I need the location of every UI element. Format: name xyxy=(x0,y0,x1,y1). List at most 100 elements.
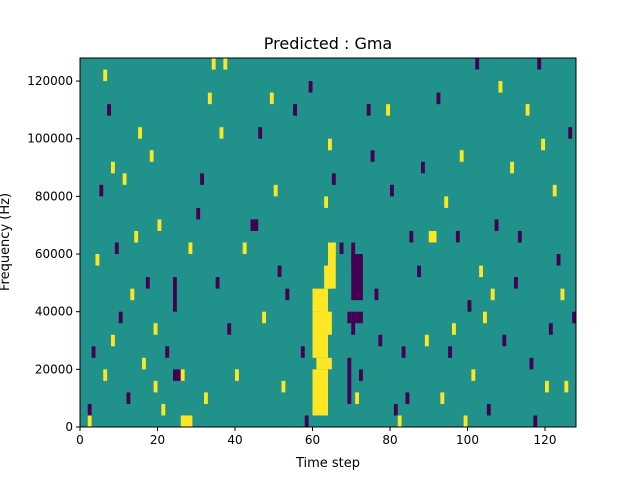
heatmap-cell-2 xyxy=(91,346,96,358)
heatmap-cell-82 xyxy=(405,392,410,404)
heatmap-cell-44 xyxy=(269,92,274,105)
y-tick-label-3: 60000 xyxy=(35,247,73,261)
heatmap-cell-1 xyxy=(87,403,92,416)
heatmap-cell-115 xyxy=(548,323,553,335)
heatmap-cell-19 xyxy=(149,150,154,162)
heatmap-cell-6 xyxy=(103,69,108,82)
heatmap-cell-96 xyxy=(467,300,472,312)
heatmap-cell-0 xyxy=(87,415,92,427)
heatmap-cell-90 xyxy=(444,196,449,208)
heatmap-cell-34 xyxy=(211,58,216,70)
heatmap-cell-102 xyxy=(490,288,495,301)
heatmap-cell-105 xyxy=(502,334,507,347)
heatmap-cell-14 xyxy=(130,288,135,301)
heatmap-cell-29 xyxy=(188,242,193,255)
heatmap-cell-53 xyxy=(312,369,328,416)
heatmap-cell-38 xyxy=(227,323,232,335)
heatmap-cell-120 xyxy=(568,127,573,139)
heatmap-cell-106 xyxy=(510,161,515,174)
heatmap-cell-51 xyxy=(304,415,309,427)
heatmap-cell-110 xyxy=(529,357,534,370)
heatmap-cell-88 xyxy=(436,92,441,105)
heatmap-cell-36 xyxy=(219,127,224,139)
heatmap-cell-40 xyxy=(242,242,247,255)
heatmap-cell-25 xyxy=(173,277,177,312)
heatmap-cell-48 xyxy=(285,288,290,301)
heatmap-cell-75 xyxy=(374,288,379,301)
y-tick-label-1: 20000 xyxy=(35,362,73,376)
heatmap-cell-121 xyxy=(572,311,577,324)
heatmap-cell-62 xyxy=(328,138,332,151)
y-tick-label-4: 80000 xyxy=(35,189,73,203)
x-axis: 0 20 40 60 80 100 120 xyxy=(76,427,556,447)
heatmap-cell-41 xyxy=(250,219,259,231)
heatmap-cell-103 xyxy=(494,219,499,231)
heatmap-cell-47 xyxy=(281,380,286,393)
heatmap-cell-22 xyxy=(157,219,162,231)
heatmap-cell-64 xyxy=(339,242,344,255)
heatmap-cell-80 xyxy=(397,415,402,427)
x-tick-label-2: 40 xyxy=(227,433,242,447)
heatmap-cell-7 xyxy=(107,104,112,116)
heatmap-cell-79 xyxy=(393,403,398,416)
x-tick-label-3: 60 xyxy=(305,433,320,447)
heatmap-cell-84 xyxy=(417,265,422,278)
heatmap-cell-24 xyxy=(165,346,170,358)
heatmap-cell-57 xyxy=(320,311,332,335)
heatmap-cell-113 xyxy=(541,138,546,151)
heatmap-cell-12 xyxy=(122,173,127,185)
heatmap-cell-72 xyxy=(359,369,363,381)
heatmap-cell-93 xyxy=(455,230,460,243)
heatmap-cell-9 xyxy=(111,161,115,174)
heatmap-cell-98 xyxy=(475,58,480,70)
chart-title: Predicted : Gma xyxy=(264,34,392,53)
heatmap-cell-50 xyxy=(300,346,305,358)
heatmap-cell-16 xyxy=(138,127,143,139)
heatmap-cell-18 xyxy=(145,277,150,289)
x-tick-label-0: 0 xyxy=(76,433,84,447)
heatmap-cell-114 xyxy=(545,380,549,393)
y-tick-label-2: 40000 xyxy=(35,305,73,319)
heatmap-cell-30 xyxy=(196,207,201,220)
heatmap-cell-92 xyxy=(452,323,456,335)
heatmap-cells xyxy=(87,58,577,427)
heatmap-cell-87 xyxy=(428,230,437,243)
plot-frame xyxy=(79,57,577,428)
heatmap-cell-119 xyxy=(564,380,569,393)
heatmap-cell-39 xyxy=(235,369,239,381)
heatmap-cell-17 xyxy=(142,357,146,370)
heatmap-cell-28 xyxy=(180,369,185,381)
heatmap-cell-67 xyxy=(351,311,356,335)
heatmap-cell-78 xyxy=(390,184,394,197)
heatmap-cell-11 xyxy=(118,311,123,324)
heatmap-cell-31 xyxy=(200,173,205,185)
heatmap-cell-95 xyxy=(463,415,468,427)
heatmap-cell-70 xyxy=(355,392,360,404)
heatmap-cell-61 xyxy=(324,196,329,208)
heatmap-cell-49 xyxy=(293,104,298,116)
x-tick-label-6: 120 xyxy=(534,433,557,447)
heatmap-cell-26 xyxy=(173,369,181,381)
heatmap-cell-13 xyxy=(126,392,131,404)
heatmap-cell-100 xyxy=(483,311,487,324)
heatmap-cell-55 xyxy=(312,288,328,312)
heatmap-cell-77 xyxy=(386,104,391,116)
heatmap-cell-63 xyxy=(331,173,336,185)
heatmap-cell-3 xyxy=(95,254,100,266)
heatmap-cell-35 xyxy=(215,277,220,289)
heatmap-cell-108 xyxy=(517,230,522,243)
heatmap-cell-65 xyxy=(347,311,352,324)
y-tick-label-5: 100000 xyxy=(27,132,73,146)
heatmap-cell-104 xyxy=(498,81,503,93)
y-tick-label-0: 0 xyxy=(65,420,73,434)
heatmap-cell-27 xyxy=(180,415,193,427)
heatmap-cell-60 xyxy=(331,242,336,255)
heatmap-cell-32 xyxy=(204,392,208,404)
heatmap-cell-8 xyxy=(111,334,115,347)
heatmap-cell-15 xyxy=(134,230,139,243)
heatmap-cell-111 xyxy=(533,415,538,427)
y-axis: 0 20000 40000 60000 80000 100000 120000 xyxy=(27,74,80,434)
heatmap-cell-112 xyxy=(537,58,542,70)
heatmap-cell-116 xyxy=(552,184,557,197)
